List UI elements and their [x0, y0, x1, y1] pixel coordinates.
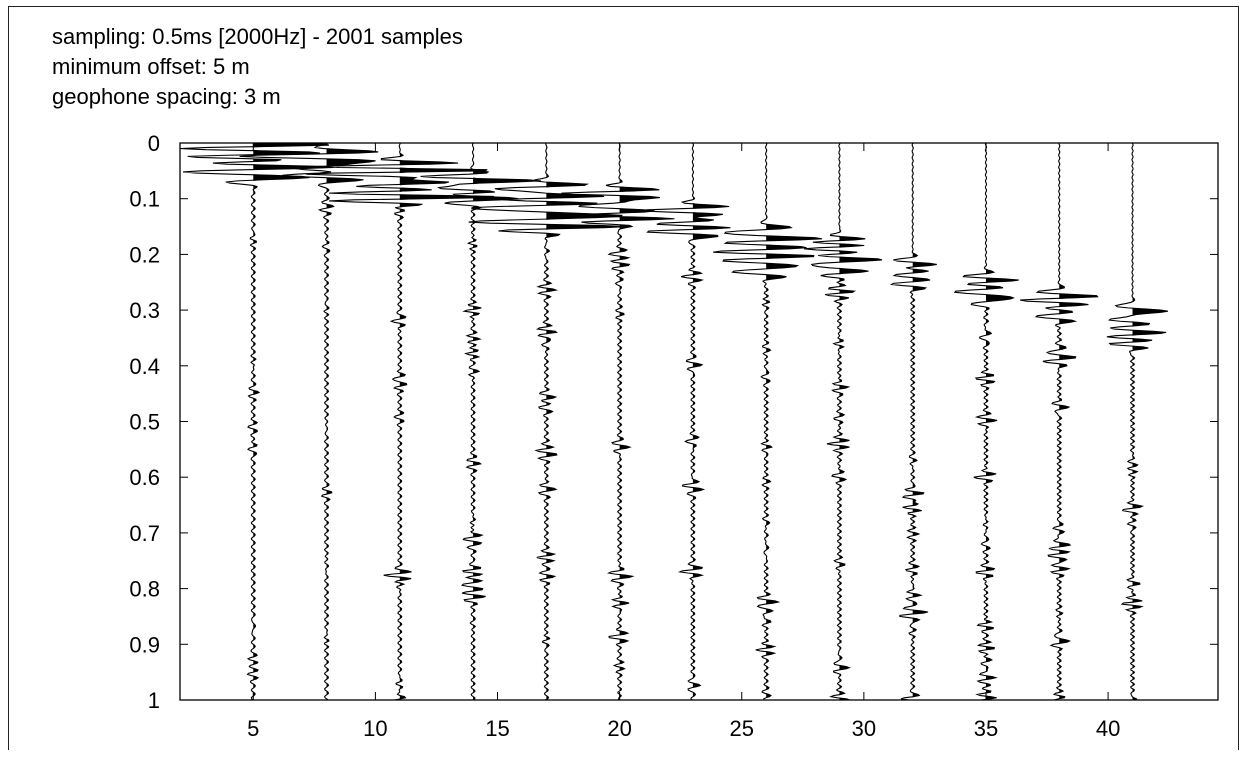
- trace-fill-5: [253, 143, 334, 700]
- trace-20: [561, 143, 675, 700]
- trace-41: [1106, 143, 1168, 700]
- trace-fill-20: [619, 143, 675, 700]
- x-tick-label-35: 35: [974, 716, 998, 741]
- x-tick-label-20: 20: [607, 716, 631, 741]
- trace-fill-26: [766, 143, 822, 700]
- trace-11: [306, 143, 494, 700]
- y-tick-label-0.2: 0.2: [129, 242, 160, 267]
- trace-29: [804, 143, 883, 700]
- y-tick-label-0.9: 0.9: [129, 632, 160, 657]
- trace-32: [890, 143, 937, 700]
- figure-frame: [8, 6, 1239, 750]
- sampling-text: sampling: 0.5ms [2000Hz] - 2001 samples: [52, 24, 463, 49]
- trace-fill-38: [1059, 143, 1098, 700]
- spacing-text: geophone spacing: 3 m: [52, 84, 281, 109]
- x-tick-label-15: 15: [485, 716, 509, 741]
- traces-layer: [180, 143, 1168, 700]
- trace-8: [239, 143, 379, 700]
- x-tick-label-30: 30: [852, 716, 876, 741]
- trace-fill-14: [473, 143, 541, 700]
- trace-23: [641, 143, 731, 700]
- trace-14: [420, 143, 542, 700]
- y-tick-label-0.3: 0.3: [129, 298, 160, 323]
- y-tick-label-1: 1: [148, 688, 160, 713]
- y-tick-label-0.5: 0.5: [129, 410, 160, 435]
- trace-fill-41: [1132, 143, 1168, 700]
- x-tick-label-10: 10: [363, 716, 387, 741]
- trace-17: [468, 143, 626, 700]
- y-tick-label-0.8: 0.8: [129, 577, 160, 602]
- trace-fill-29: [839, 143, 883, 700]
- trace-fill-8: [326, 143, 379, 700]
- trace-5: [180, 143, 334, 700]
- trace-fill-32: [912, 143, 937, 700]
- trace-35: [953, 143, 1019, 700]
- y-tick-label-0: 0: [148, 131, 160, 156]
- acquisition-info: sampling: 0.5ms [2000Hz] - 2001 samples …: [52, 22, 463, 112]
- x-tick-label-25: 25: [729, 716, 753, 741]
- x-axis: 5 10 15 20 25 30 35 40: [247, 143, 1120, 741]
- offset-text: minimum offset: 5 m: [52, 54, 250, 79]
- x-tick-label-5: 5: [247, 716, 259, 741]
- x-tick-label-40: 40: [1096, 716, 1120, 741]
- trace-fill-11: [399, 143, 494, 700]
- y-tick-label-0.7: 0.7: [129, 521, 160, 546]
- y-tick-label-0.4: 0.4: [129, 354, 160, 379]
- y-tick-label-0.6: 0.6: [129, 465, 160, 490]
- y-axis: 0 0.1 0.2 0.3 0.4 0.5 0.6 0.7 0.8 0.9 1: [129, 131, 1218, 713]
- trace-38: [1020, 143, 1099, 700]
- trace-26: [713, 143, 822, 700]
- y-tick-label-0.1: 0.1: [129, 187, 160, 212]
